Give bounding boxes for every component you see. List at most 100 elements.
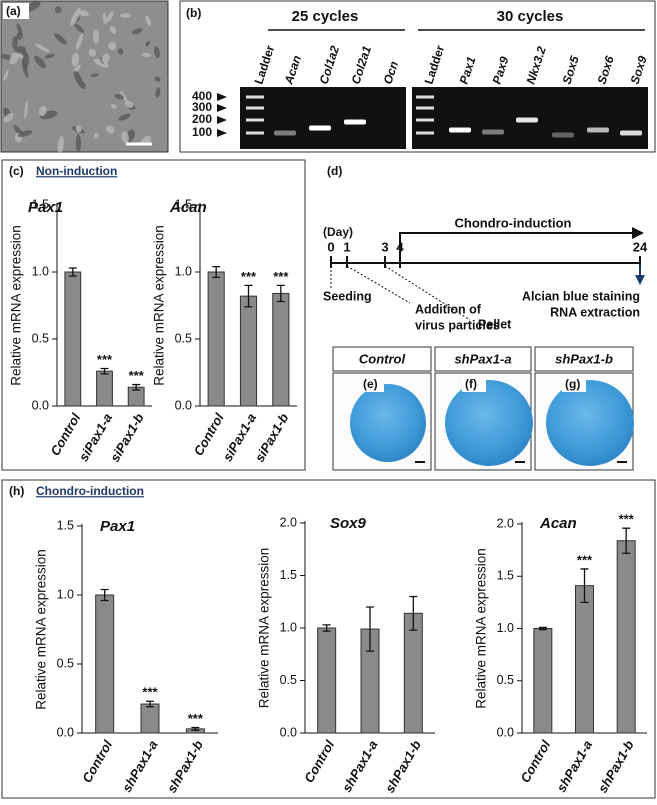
y-tick-label: 1.0 bbox=[497, 621, 514, 635]
cell bbox=[108, 41, 117, 51]
panel-label: (d) bbox=[327, 164, 342, 178]
panel-frame bbox=[1, 479, 656, 799]
error-bar bbox=[132, 383, 141, 391]
error-bar bbox=[244, 284, 253, 308]
micrograph bbox=[0, 0, 169, 153]
cell bbox=[3, 112, 14, 123]
significance: *** bbox=[188, 711, 204, 726]
bar bbox=[403, 612, 423, 734]
size-arrow bbox=[217, 93, 227, 101]
y-tick-label: 1.5 bbox=[497, 569, 514, 583]
significance: *** bbox=[142, 685, 158, 700]
cell bbox=[17, 130, 33, 138]
x-tick-label: shPax1-a bbox=[554, 738, 596, 795]
panel-label: (f) bbox=[465, 377, 477, 391]
cell bbox=[54, 33, 67, 45]
pellet bbox=[546, 380, 634, 466]
panel-heading: Chondro-induction bbox=[36, 484, 144, 498]
error-bar bbox=[409, 595, 418, 631]
cell bbox=[54, 6, 62, 14]
size-label: 400 bbox=[192, 89, 212, 103]
significance: *** bbox=[619, 512, 635, 527]
event-label: Alcian blue staining bbox=[522, 289, 640, 303]
cell bbox=[71, 52, 80, 67]
y-tick-label: 0.0 bbox=[175, 398, 192, 412]
y-tick-label: 1.5 bbox=[175, 197, 192, 211]
event-link bbox=[346, 265, 411, 304]
group-label: 30 cycles bbox=[497, 8, 564, 25]
cell bbox=[90, 73, 99, 77]
event-link bbox=[384, 265, 471, 321]
y-tick-label: 0.0 bbox=[57, 725, 74, 739]
cell bbox=[124, 100, 134, 108]
pellet-header: shPax1-a bbox=[454, 351, 511, 366]
cell bbox=[121, 131, 129, 144]
gel-band bbox=[620, 130, 642, 136]
error-bar bbox=[366, 606, 374, 652]
pellet bbox=[445, 380, 533, 466]
ladder-band bbox=[246, 131, 264, 135]
error-bar bbox=[100, 588, 109, 602]
x-tick-label: Control bbox=[191, 410, 227, 458]
event-label: RNA extraction bbox=[550, 305, 640, 319]
label-bg bbox=[360, 377, 384, 392]
y-tick-label: 0.0 bbox=[32, 398, 49, 412]
significance: *** bbox=[273, 269, 289, 284]
bar bbox=[239, 295, 258, 407]
size-arrow bbox=[217, 129, 227, 137]
cell bbox=[141, 52, 152, 58]
bar bbox=[207, 271, 225, 407]
event-label: Addition of bbox=[415, 302, 482, 316]
x-tick-label: Control bbox=[301, 737, 337, 785]
cell bbox=[74, 23, 84, 33]
cell bbox=[109, 25, 117, 34]
error-bar bbox=[146, 700, 154, 708]
cell bbox=[145, 40, 151, 47]
gel-band bbox=[449, 127, 471, 133]
cell bbox=[22, 52, 30, 71]
cell bbox=[3, 69, 9, 81]
y-axis-label: Relative mRNA expression bbox=[9, 225, 24, 386]
cell bbox=[93, 132, 99, 139]
cell bbox=[16, 53, 24, 59]
bar bbox=[95, 594, 115, 734]
cell bbox=[155, 87, 161, 98]
size-arrow bbox=[217, 104, 227, 112]
phase-label: Chondro-induction bbox=[455, 215, 572, 230]
day-label: 1 bbox=[343, 239, 350, 254]
panel-label: (b) bbox=[186, 6, 201, 20]
panel-frame bbox=[1, 159, 306, 471]
bar bbox=[616, 540, 636, 734]
cell bbox=[75, 125, 82, 133]
label-bg bbox=[3, 3, 29, 19]
chart-title: Acan bbox=[539, 515, 577, 532]
panel-label: (h) bbox=[9, 484, 24, 498]
cell bbox=[119, 13, 132, 18]
y-tick-label: 1.5 bbox=[57, 518, 74, 532]
size-label: 100 bbox=[192, 125, 212, 139]
x-tick-label: shPax1-a bbox=[119, 738, 161, 795]
y-tick-label: 2.0 bbox=[280, 515, 297, 529]
size-label: 300 bbox=[192, 100, 212, 114]
label-bg bbox=[462, 377, 486, 392]
gel-band bbox=[274, 130, 296, 136]
cell bbox=[110, 104, 117, 109]
arrow-head bbox=[635, 275, 645, 285]
y-axis-label: Relative mRNA expression bbox=[474, 548, 489, 709]
gel-band bbox=[516, 117, 538, 123]
event-label: virus particles bbox=[415, 318, 500, 332]
ladder-band bbox=[416, 95, 434, 99]
chart-title: Pax1 bbox=[28, 199, 63, 216]
gel-band bbox=[552, 132, 574, 138]
y-tick-label: 1.0 bbox=[32, 264, 49, 278]
cell bbox=[73, 64, 81, 73]
lane-label: Ocn bbox=[381, 59, 402, 86]
bar bbox=[575, 585, 594, 734]
gel-band bbox=[587, 127, 609, 133]
ladder-band bbox=[246, 106, 264, 110]
pellet-header: Control bbox=[359, 351, 406, 366]
y-tick-label: 0.5 bbox=[57, 656, 74, 670]
cell bbox=[88, 48, 97, 57]
cell bbox=[106, 11, 114, 23]
